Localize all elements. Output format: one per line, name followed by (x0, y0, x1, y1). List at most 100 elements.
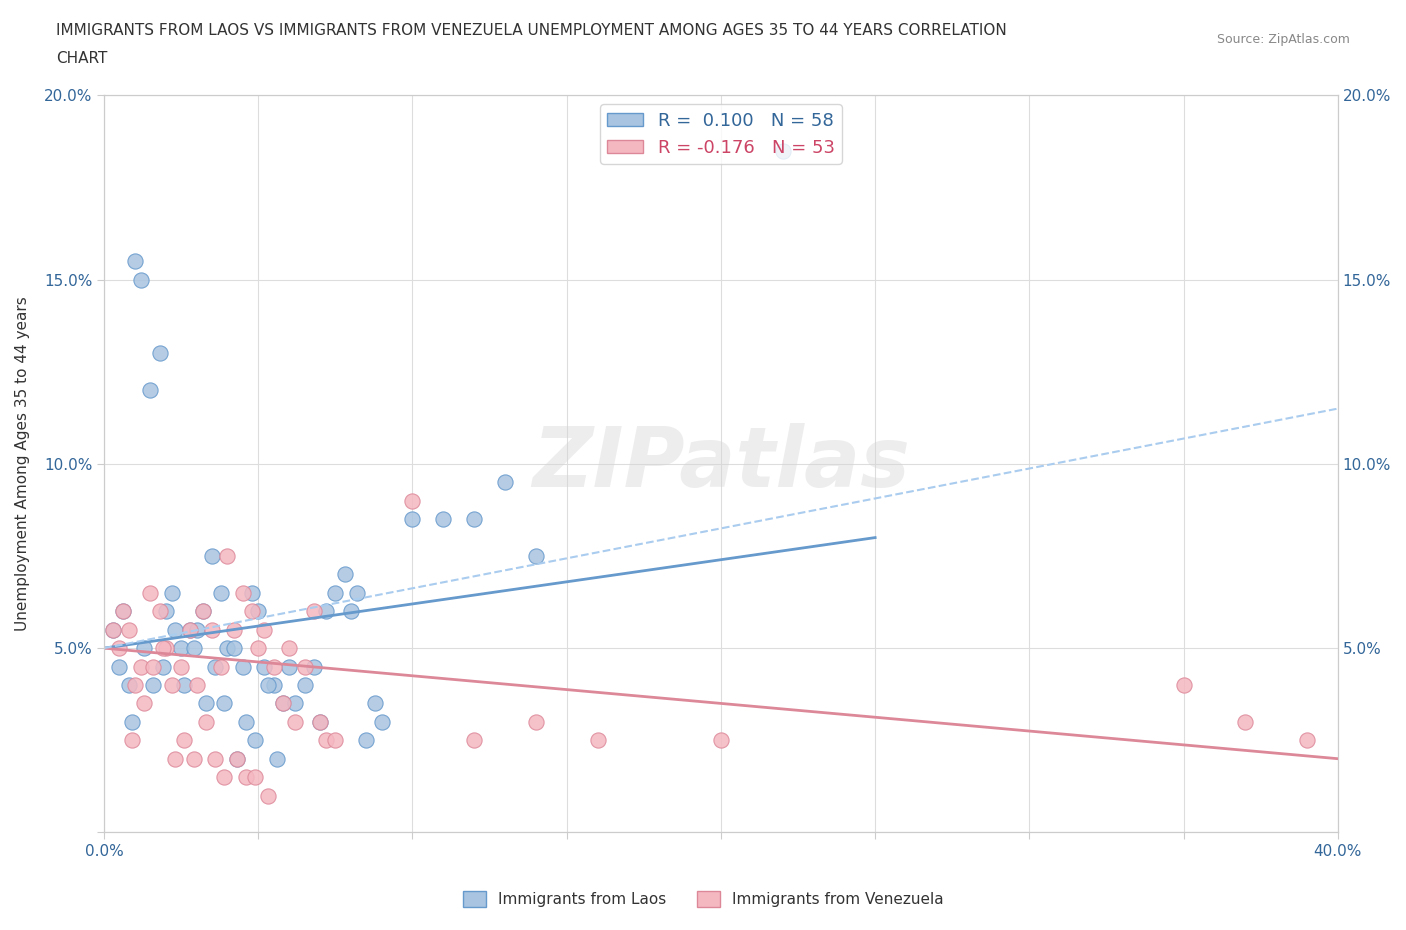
Point (191, 604, 214, 618)
Point (235, 770, 257, 785)
Point (179, 622, 201, 637)
Point (204, 659, 226, 674)
Point (214, 770, 236, 785)
Point (163, 622, 186, 637)
Point (214, 696, 236, 711)
Point (364, 696, 387, 711)
Point (149, 604, 172, 618)
Point (256, 678, 278, 693)
Point (294, 659, 316, 674)
Point (103, 622, 125, 637)
Point (266, 751, 288, 766)
Point (142, 678, 165, 693)
Point (294, 678, 316, 693)
Point (710, 733, 733, 748)
Point (201, 622, 224, 637)
Point (772, 143, 794, 158)
Point (271, 696, 294, 711)
Point (217, 549, 239, 564)
Point (194, 714, 217, 729)
Point (1296, 733, 1319, 748)
Point (309, 714, 332, 729)
Point (124, 678, 146, 693)
Point (134, 696, 156, 711)
Point (160, 678, 183, 693)
Point (325, 585, 347, 600)
Point (222, 622, 245, 637)
Point (149, 346, 172, 361)
Point (204, 751, 226, 766)
Point (179, 622, 201, 637)
Point (194, 696, 217, 711)
Point (155, 604, 177, 618)
Point (278, 659, 301, 674)
Legend: R =  0.100   N = 58, R = -0.176   N = 53: R = 0.100 N = 58, R = -0.176 N = 53 (600, 104, 842, 164)
Point (121, 714, 143, 729)
Point (139, 585, 162, 600)
Point (302, 659, 325, 674)
Point (173, 678, 195, 693)
Point (103, 622, 125, 637)
Point (401, 512, 423, 526)
Point (160, 585, 183, 600)
Point (217, 641, 239, 656)
Point (333, 567, 356, 582)
Point (263, 678, 285, 693)
Point (432, 512, 454, 526)
Point (494, 475, 516, 490)
Text: ZIPatlas: ZIPatlas (531, 423, 910, 504)
Point (163, 751, 186, 766)
Point (225, 751, 247, 766)
Y-axis label: Unemployment Among Ages 35 to 44 years: Unemployment Among Ages 35 to 44 years (15, 297, 30, 631)
Point (1234, 714, 1257, 729)
Point (1173, 678, 1195, 693)
Point (124, 254, 146, 269)
Point (209, 659, 232, 674)
Point (309, 714, 332, 729)
Point (325, 733, 347, 748)
Point (170, 641, 193, 656)
Point (111, 604, 134, 618)
Point (586, 733, 609, 748)
Point (240, 604, 263, 618)
Point (253, 622, 276, 637)
Point (232, 659, 254, 674)
Point (129, 659, 152, 674)
Point (118, 622, 141, 637)
Point (186, 678, 208, 693)
Point (108, 641, 131, 656)
Point (240, 585, 263, 600)
Point (129, 272, 152, 287)
Text: CHART: CHART (56, 51, 108, 66)
Point (315, 604, 337, 618)
Point (302, 604, 325, 618)
Point (315, 733, 337, 748)
Point (256, 788, 278, 803)
Point (152, 659, 174, 674)
Point (173, 733, 195, 748)
Text: IMMIGRANTS FROM LAOS VS IMMIGRANTS FROM VENEZUELA UNEMPLOYMENT AMONG AGES 35 TO : IMMIGRANTS FROM LAOS VS IMMIGRANTS FROM … (56, 23, 1007, 38)
Point (209, 585, 232, 600)
Point (271, 696, 294, 711)
Point (346, 585, 368, 600)
Point (121, 733, 143, 748)
Point (222, 641, 245, 656)
Point (247, 604, 270, 618)
Point (401, 493, 423, 508)
Point (108, 659, 131, 674)
Point (191, 604, 214, 618)
Point (118, 678, 141, 693)
Point (183, 751, 205, 766)
Point (155, 641, 177, 656)
Point (284, 696, 307, 711)
Point (463, 733, 485, 748)
Point (354, 733, 377, 748)
Point (201, 549, 224, 564)
Point (245, 733, 267, 748)
Point (142, 659, 165, 674)
Point (245, 770, 267, 785)
Point (340, 604, 363, 618)
Point (183, 641, 205, 656)
Point (170, 659, 193, 674)
Point (284, 714, 307, 729)
